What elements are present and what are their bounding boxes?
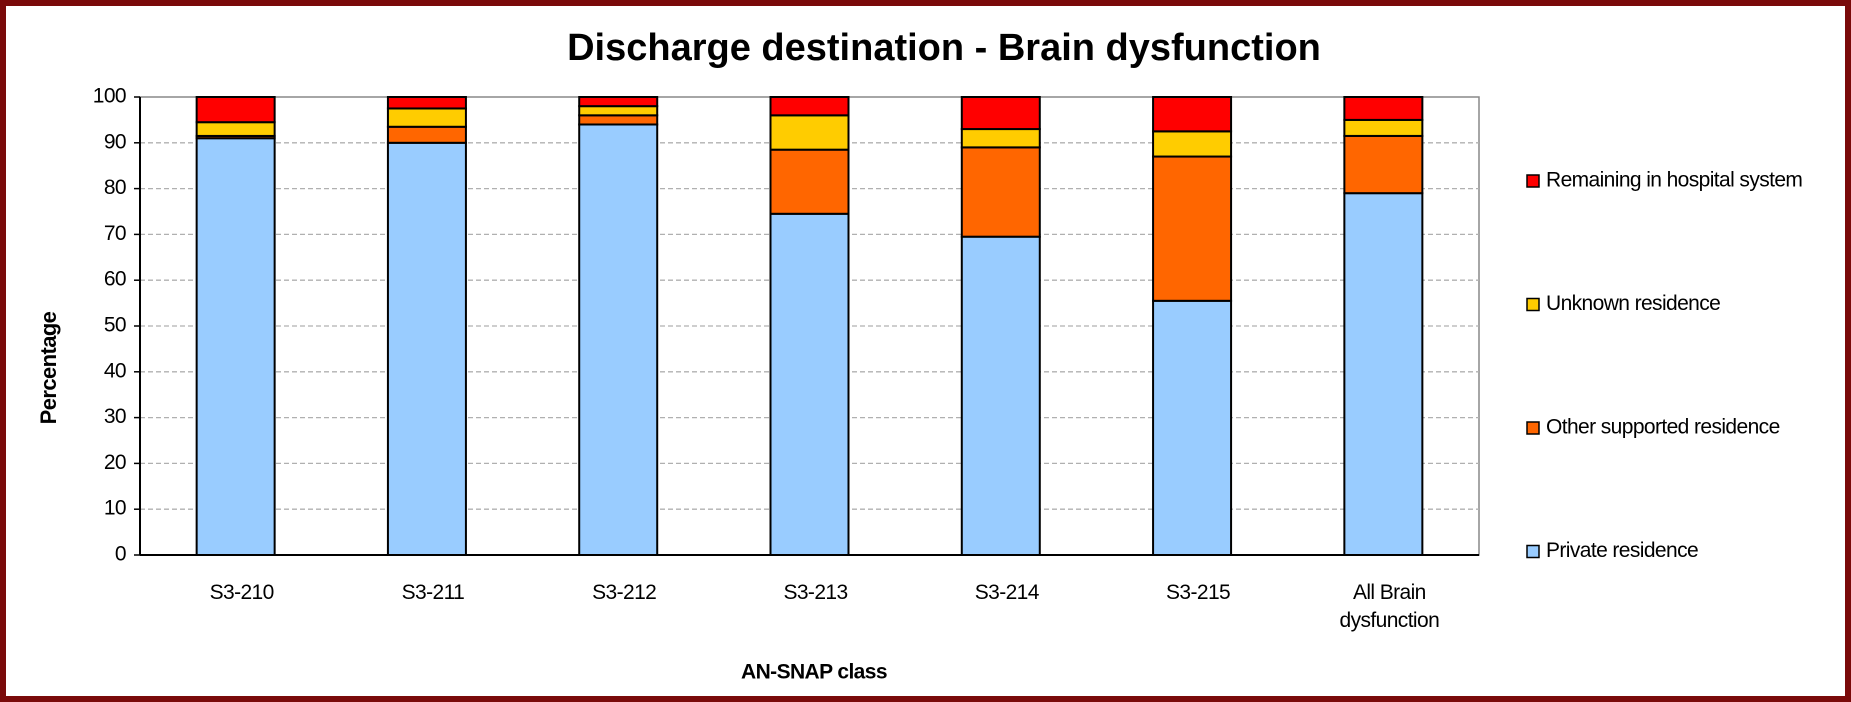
y-tick-label: 80 xyxy=(104,176,126,199)
x-tick-label: S3-210 xyxy=(209,581,275,604)
y-tick-label: 30 xyxy=(104,405,126,428)
y-tick-label: 0 xyxy=(115,543,126,566)
chart-title: Discharge destination - Brain dysfunctio… xyxy=(567,27,1321,69)
x-tick-label: S3-215 xyxy=(1166,581,1231,604)
y-tick-label: 60 xyxy=(104,268,126,291)
bar-segment xyxy=(1343,134,1424,195)
bar-segment xyxy=(960,235,1041,556)
y-tick-label: 20 xyxy=(104,451,126,474)
bar-segment xyxy=(1343,118,1424,137)
bar-segment xyxy=(386,96,467,110)
bar-segment xyxy=(1152,155,1233,302)
bar-segment xyxy=(769,148,850,215)
bar-segment xyxy=(1343,192,1424,556)
legend-swatch xyxy=(1526,421,1540,435)
bar-segment xyxy=(386,125,467,144)
legend-swatch xyxy=(1526,174,1540,188)
x-tick-label: S3-212 xyxy=(592,581,657,604)
bar-segment xyxy=(960,96,1041,131)
y-tick-label: 10 xyxy=(104,497,126,520)
bar-segment xyxy=(195,96,276,124)
y-axis-title: Percentage xyxy=(36,311,61,424)
bar-segment xyxy=(578,114,659,126)
y-tick-label: 90 xyxy=(104,130,126,153)
bar-segment xyxy=(769,114,850,151)
y-tick-label: 50 xyxy=(104,314,126,337)
x-axis-title: AN-SNAP class xyxy=(741,661,887,684)
bar-segment xyxy=(960,128,1041,149)
bar-segment xyxy=(195,137,276,556)
bar-segment xyxy=(578,123,659,556)
bar-segment xyxy=(578,105,659,117)
bar-segment xyxy=(386,107,467,128)
y-tick-label: 40 xyxy=(104,359,126,382)
legend-label: Private residence xyxy=(1546,539,1698,562)
bar-segment xyxy=(1152,96,1233,133)
legend-label: Remaining in hospital system xyxy=(1546,169,1802,192)
bar-segment xyxy=(1152,130,1233,158)
bar-segment xyxy=(769,96,850,117)
bar-segment xyxy=(386,141,467,557)
x-tick-label: S3-213 xyxy=(783,581,848,604)
chart: Discharge destination - Brain dysfunctio… xyxy=(36,27,1803,684)
bar-segment xyxy=(578,96,659,108)
bar-segment xyxy=(960,146,1041,238)
y-tick-label: 70 xyxy=(104,222,126,245)
legend-swatch xyxy=(1526,297,1540,312)
bar-segment xyxy=(1152,299,1233,556)
legend-label: Other supported residence xyxy=(1546,416,1780,439)
x-tick-label: All Brain dysfunction xyxy=(1339,581,1440,632)
y-tick-label: 100 xyxy=(93,85,126,108)
legend-label: Unknown residence xyxy=(1546,292,1720,315)
x-tick-label: S3-214 xyxy=(974,581,1040,604)
bar-segment xyxy=(1343,96,1424,121)
x-tick-label: S3-211 xyxy=(401,581,465,604)
bar-segment xyxy=(769,212,850,556)
bar-segment xyxy=(195,121,276,137)
legend-swatch xyxy=(1526,544,1540,559)
